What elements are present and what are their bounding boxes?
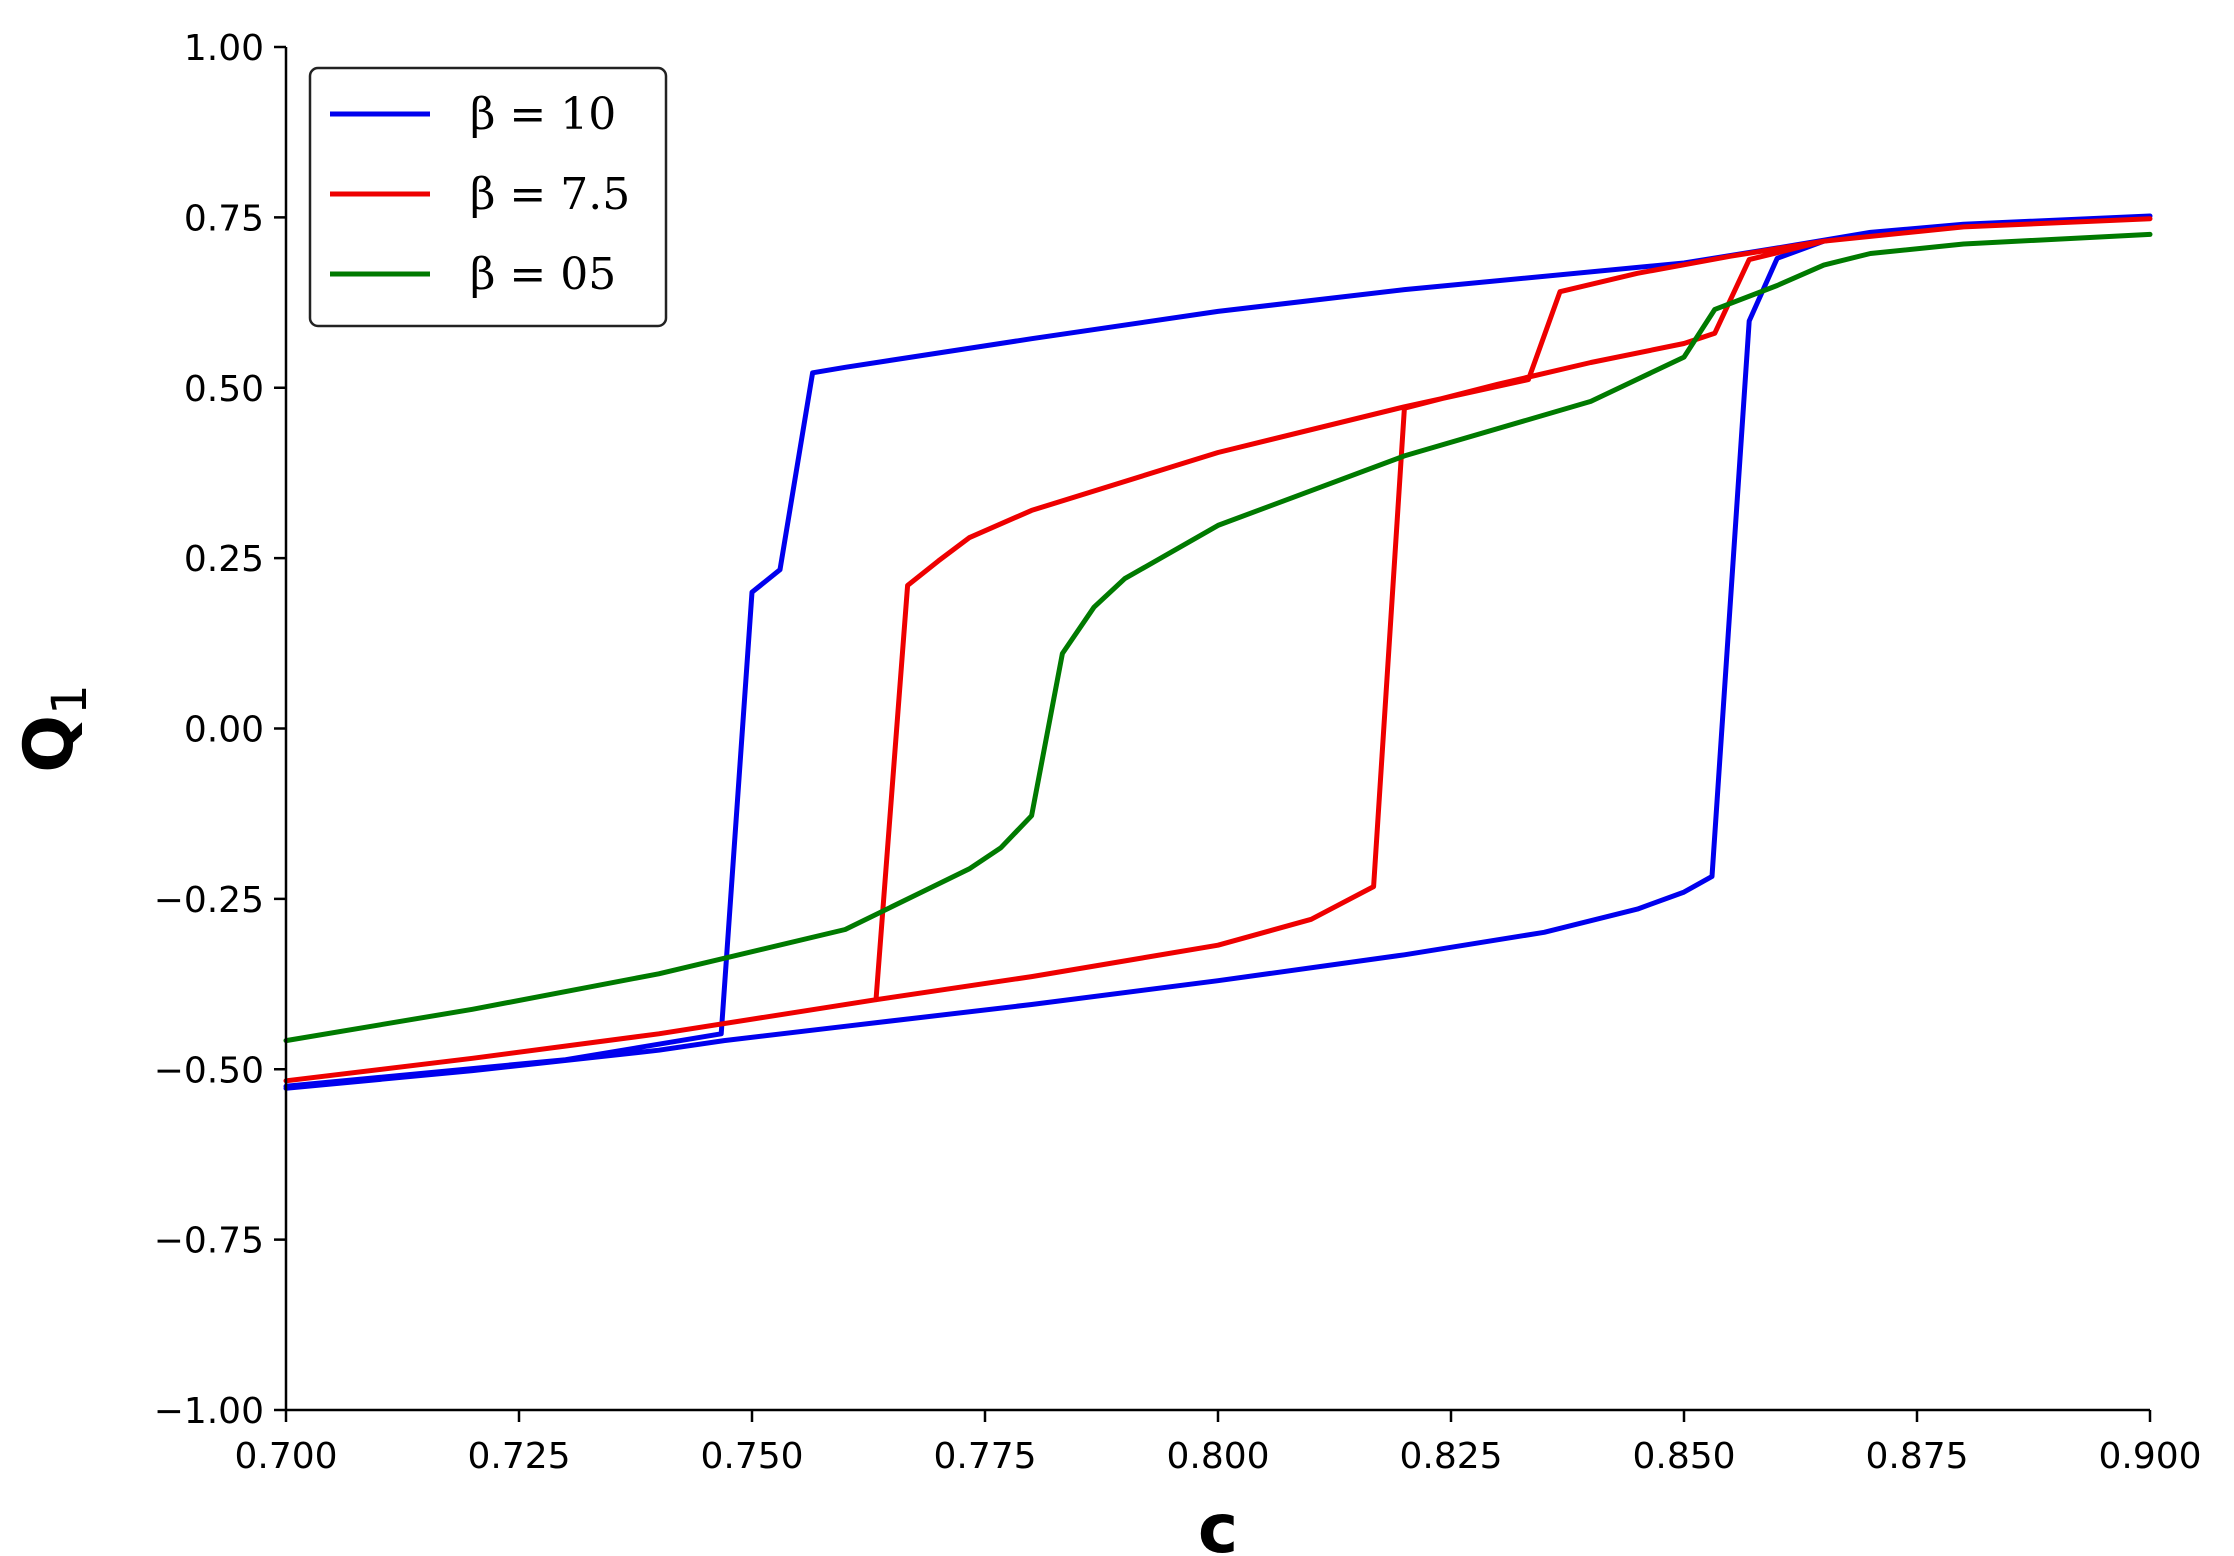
y-tick-label: −0.75 [154, 1221, 264, 1262]
x-tick-label: 0.700 [234, 1436, 337, 1477]
x-tick-label: 0.725 [467, 1436, 570, 1477]
ticks-layer: 0.700 0.725 0.750 0.775 0.800 0.825 0.850 0.875… [154, 28, 2202, 1477]
x-tick-label: 0.900 [2098, 1436, 2201, 1477]
series-line [283, 213, 2153, 1091]
y-axis-title: Q1 [10, 684, 98, 772]
x-tick-label: 0.775 [933, 1436, 1036, 1477]
y-tick-label: −0.50 [154, 1050, 264, 1091]
legend-label: β = 05 [470, 249, 616, 300]
x-tick-label: 0.875 [1865, 1436, 1968, 1477]
legend-label: β = 10 [470, 89, 616, 140]
y-tick-label: 1.00 [184, 28, 264, 69]
legend: β = 10 β = 7.5 β = 05 [308, 66, 668, 328]
x-tick-label: 0.850 [1632, 1436, 1735, 1477]
y-tick-label: 0.25 [184, 539, 264, 580]
x-tick-label: 0.750 [700, 1436, 803, 1477]
x-tick-label: 0.800 [1166, 1436, 1269, 1477]
series-line [283, 216, 2153, 1084]
y-tick-label: 0.50 [184, 369, 264, 410]
series-layer [283, 213, 2153, 1091]
y-tick-label: 0.75 [184, 198, 264, 239]
y-tick-label: −0.25 [154, 880, 264, 921]
y-axis-title-subscript: 1 [42, 684, 98, 715]
x-axis-title: c [1198, 1490, 1238, 1556]
y-axis-title-main: Q [10, 715, 89, 773]
x-tick-label: 0.825 [1399, 1436, 1502, 1477]
legend-label: β = 7.5 [470, 169, 630, 220]
legend-box [308, 66, 668, 328]
y-tick-label: 0.00 [184, 710, 264, 751]
series-line [283, 231, 2153, 1044]
y-tick-label: −1.00 [154, 1391, 264, 1432]
